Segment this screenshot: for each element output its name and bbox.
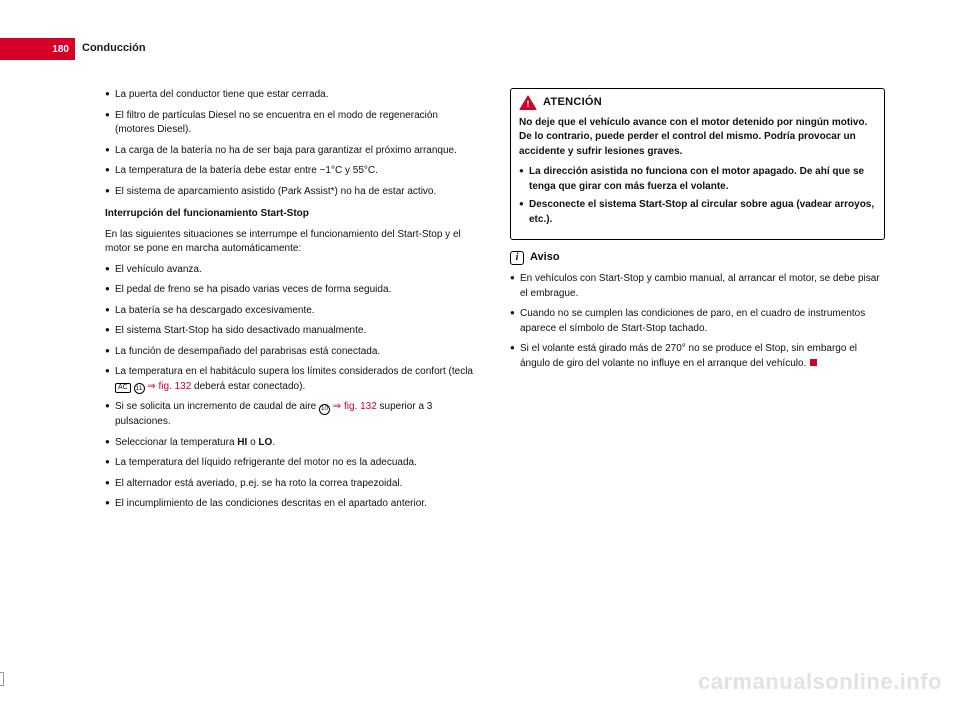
text-fragment: Si se solicita un incremento de caudal d… <box>115 401 319 412</box>
list-text: Si el volante está girado más de 270° no… <box>520 342 885 371</box>
list-item: ●La temperatura del líquido refrigerante… <box>105 456 480 471</box>
warning-header: ! ATENCIÓN <box>519 95 876 111</box>
bullet-icon: ● <box>519 165 529 194</box>
list-item: ● Seleccionar la temperatura HI o LO. <box>105 436 480 451</box>
list-item: ●El sistema de aparcamiento asistido (Pa… <box>105 185 480 200</box>
hi-label: HI <box>237 437 247 448</box>
list-text: Si se solicita un incremento de caudal d… <box>115 400 480 429</box>
bullet-icon: ● <box>105 477 115 492</box>
list-item: ● Si se solicita un incremento de caudal… <box>105 400 480 429</box>
list-item: ●El vehículo avanza. <box>105 263 480 278</box>
ref-circle-icon: 10 <box>319 404 330 415</box>
list-item: ●La dirección asistida no funciona con e… <box>519 165 876 194</box>
list-text: La temperatura del líquido refrigerante … <box>115 456 480 471</box>
list-item: ●El filtro de partículas Diesel no se en… <box>105 109 480 138</box>
bullet-icon: ● <box>510 342 520 371</box>
list-text: El alternador está averiado, p.ej. se ha… <box>115 477 480 492</box>
note-title: Aviso <box>530 250 560 266</box>
list-text: El incumplimiento de las condiciones des… <box>115 497 480 512</box>
lo-label: LO <box>258 437 272 448</box>
bullet-icon: ● <box>105 345 115 360</box>
ref-circle-icon: 11 <box>134 383 145 394</box>
list-text: La carga de la batería no ha de ser baja… <box>115 144 480 159</box>
text-fragment: Seleccionar la temperatura <box>115 437 237 448</box>
list-text: La puerta del conductor tiene que estar … <box>115 88 480 103</box>
fig-ref-link[interactable]: ⇒ fig. 132 <box>330 401 377 412</box>
list-item: ●Si el volante está girado más de 270° n… <box>510 342 885 371</box>
info-icon: i <box>510 251 524 265</box>
list-text: Seleccionar la temperatura HI o LO. <box>115 436 480 451</box>
bullet-icon: ● <box>105 497 115 512</box>
bullet-icon: ● <box>105 185 115 200</box>
section-title: Conducción <box>82 42 146 54</box>
bullet-icon: ● <box>510 307 520 336</box>
warning-paragraph: No deje que el vehículo avance con el mo… <box>519 116 876 160</box>
edge-notch <box>0 672 4 686</box>
list-item: ●Desconecte el sistema Start-Stop al cir… <box>519 198 876 227</box>
list-text: La función de desempañado del parabrisas… <box>115 345 480 360</box>
subheading: Interrupción del funcionamiento Start-St… <box>105 207 480 222</box>
bullet-icon: ● <box>105 436 115 451</box>
right-column: ! ATENCIÓN No deje que el vehículo avanc… <box>510 88 885 518</box>
list-text: Cuando no se cumplen las condiciones de … <box>520 307 885 336</box>
warning-triangle-icon: ! <box>519 95 537 110</box>
bullet-icon: ● <box>510 272 520 301</box>
list-item: ●En vehículos con Start-Stop y cambio ma… <box>510 272 885 301</box>
bullet-icon: ● <box>105 144 115 159</box>
bullet-icon: ● <box>105 324 115 339</box>
bullet-icon: ● <box>105 400 115 429</box>
list-item: ●Cuando no se cumplen las condiciones de… <box>510 307 885 336</box>
list-text: El filtro de partículas Diesel no se enc… <box>115 109 480 138</box>
list-item: ●El sistema Start-Stop ha sido desactiva… <box>105 324 480 339</box>
bullet-icon: ● <box>105 365 115 394</box>
list-text: La temperatura en el habitáculo supera l… <box>115 365 480 394</box>
text-fragment: . <box>272 437 275 448</box>
page-content: ●La puerta del conductor tiene que estar… <box>105 88 885 518</box>
list-text: El vehículo avanza. <box>115 263 480 278</box>
list-item: ●El incumplimiento de las condiciones de… <box>105 497 480 512</box>
list-item: ●El pedal de freno se ha pisado varias v… <box>105 283 480 298</box>
list-text: El sistema de aparcamiento asistido (Par… <box>115 185 480 200</box>
list-item: ●La carga de la batería no ha de ser baj… <box>105 144 480 159</box>
bullet-icon: ● <box>105 164 115 179</box>
section-end-icon <box>810 359 817 366</box>
bullet-icon: ● <box>105 456 115 471</box>
text-fragment: La temperatura en el habitáculo supera l… <box>115 366 473 377</box>
list-item: ●El alternador está averiado, p.ej. se h… <box>105 477 480 492</box>
page-number-tab: 180 <box>0 38 75 60</box>
list-item: ●La temperatura de la batería debe estar… <box>105 164 480 179</box>
warning-box: ! ATENCIÓN No deje que el vehículo avanc… <box>510 88 885 240</box>
bullet-icon: ● <box>519 198 529 227</box>
list-item: ●La puerta del conductor tiene que estar… <box>105 88 480 103</box>
fig-ref-link[interactable]: ⇒ fig. 132 <box>145 381 192 392</box>
list-item: ●La función de desempañado del parabrisa… <box>105 345 480 360</box>
paragraph: En las siguientes situaciones se interru… <box>105 228 480 257</box>
warning-title: ATENCIÓN <box>543 95 602 111</box>
warning-body: No deje que el vehículo avance con el mo… <box>519 116 876 228</box>
list-text: La dirección asistida no funciona con el… <box>529 165 876 194</box>
text-fragment: o <box>247 437 258 448</box>
text-fragment: Si el volante está girado más de 270° no… <box>520 343 857 369</box>
list-text: El pedal de freno se ha pisado varias ve… <box>115 283 480 298</box>
note-header: i Aviso <box>510 250 885 266</box>
bullet-icon: ● <box>105 304 115 319</box>
watermark: carmanualsonline.info <box>698 669 942 695</box>
list-text: Desconecte el sistema Start-Stop al circ… <box>529 198 876 227</box>
text-fragment: deberá estar conectado). <box>191 381 305 392</box>
list-text: En vehículos con Start-Stop y cambio man… <box>520 272 885 301</box>
list-item: ● La temperatura en el habitáculo supera… <box>105 365 480 394</box>
list-item: ●La batería se ha descargado excesivamen… <box>105 304 480 319</box>
left-column: ●La puerta del conductor tiene que estar… <box>105 88 480 518</box>
ac-key-icon: AC <box>115 383 131 393</box>
page-edge <box>0 0 6 701</box>
list-text: El sistema Start-Stop ha sido desactivad… <box>115 324 480 339</box>
bullet-icon: ● <box>105 283 115 298</box>
page-number: 180 <box>52 44 69 55</box>
list-text: La temperatura de la batería debe estar … <box>115 164 480 179</box>
list-text: La batería se ha descargado excesivament… <box>115 304 480 319</box>
bullet-icon: ● <box>105 263 115 278</box>
bullet-icon: ● <box>105 88 115 103</box>
bullet-icon: ● <box>105 109 115 138</box>
